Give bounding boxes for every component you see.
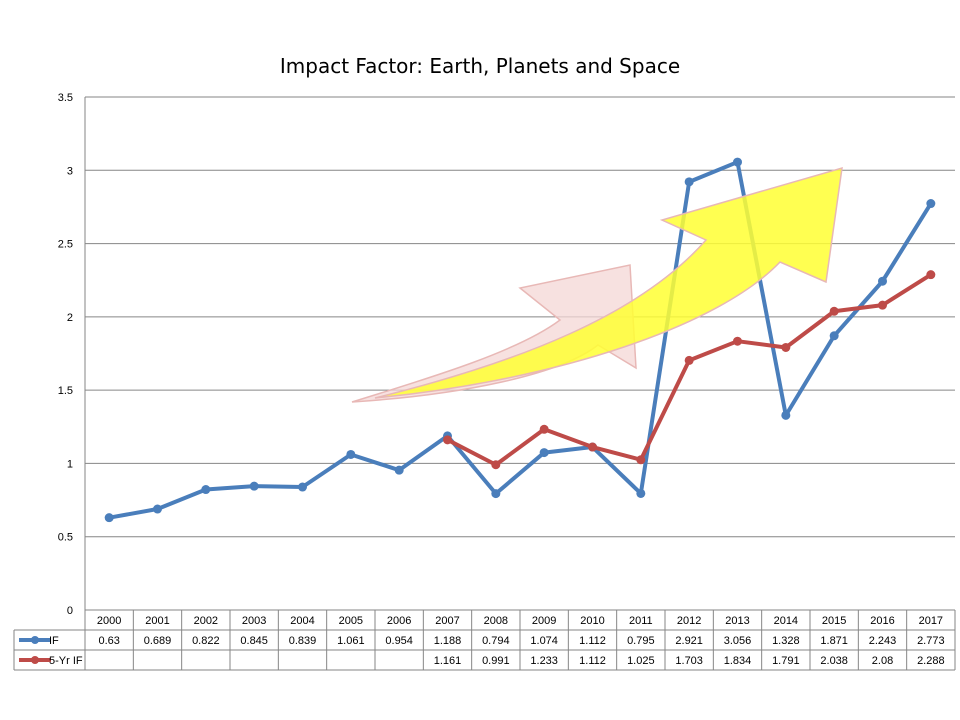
data-table-cell: 2.288 xyxy=(917,655,945,667)
data-point xyxy=(781,342,791,352)
decorative-arrows xyxy=(351,166,843,403)
data-table-cell: 1.791 xyxy=(772,655,800,667)
data-table-cell: 2.921 xyxy=(675,635,703,647)
data-table-cell: 0.954 xyxy=(385,635,413,647)
series-lines xyxy=(104,157,936,523)
data-table-cell: 0.689 xyxy=(144,635,172,647)
data-table-cell: 2.243 xyxy=(869,635,897,647)
data-point xyxy=(684,355,694,365)
data-table-cell: 0.63 xyxy=(98,635,119,647)
data-point xyxy=(443,435,452,445)
data-point xyxy=(636,488,646,498)
data-table-cell: 2.773 xyxy=(917,635,945,647)
data-point xyxy=(539,448,549,458)
legend-entry: 5-Yr IF xyxy=(49,655,83,667)
x-tick-label: 2006 xyxy=(387,615,411,627)
data-table-cell: 0.822 xyxy=(192,635,220,647)
x-tick-label: 2014 xyxy=(774,615,798,627)
y-tick-label: 1.5 xyxy=(58,385,73,397)
data-point xyxy=(298,482,307,492)
data-table-cell: 1.188 xyxy=(434,635,462,647)
x-tick-label: 2013 xyxy=(725,615,749,627)
x-tick-label: 2015 xyxy=(822,615,846,627)
data-point xyxy=(733,336,742,346)
x-tick-label: 2016 xyxy=(870,615,894,627)
data-table-cell: 1.074 xyxy=(530,635,558,647)
y-axis: 0 0.5 1 1.5 2 2.5 3 3.5 xyxy=(58,92,86,617)
data-point xyxy=(153,504,162,514)
chart-title: Impact Factor: Earth, Planets and Space xyxy=(279,54,681,78)
data-point xyxy=(394,465,404,475)
x-tick-label: 2012 xyxy=(677,615,701,627)
legend-entry: IF xyxy=(49,635,59,647)
data-point xyxy=(636,455,646,465)
data-table-cell: 2.038 xyxy=(820,655,848,667)
x-tick-label: 2005 xyxy=(339,615,363,627)
data-point xyxy=(346,449,356,459)
data-point xyxy=(491,460,501,470)
data-table: 2000 2001 2002 2003 2004 2005 2006 2007 2008 2009… xyxy=(13,609,956,671)
data-point xyxy=(781,410,791,420)
data-table-cell: 1.233 xyxy=(530,655,558,667)
data-table-cell: 1.161 xyxy=(434,655,462,667)
x-tick-label: 2010 xyxy=(580,615,604,627)
legend-swatch-marker xyxy=(31,656,39,664)
data-point xyxy=(829,331,839,341)
data-point xyxy=(829,306,839,316)
x-tick-label: 2002 xyxy=(194,615,218,627)
data-point xyxy=(588,442,597,452)
y-tick-label: 3.5 xyxy=(58,92,73,104)
x-tick-label: 2001 xyxy=(145,615,169,627)
x-tick-label: 2017 xyxy=(919,615,943,627)
x-tick-label: 2011 xyxy=(629,615,653,627)
data-point xyxy=(491,489,501,499)
data-point xyxy=(733,157,742,167)
y-tick-label: 2 xyxy=(67,312,73,324)
data-table-cell: 2.08 xyxy=(872,655,893,667)
data-table-cell: 0.839 xyxy=(289,635,317,647)
data-point xyxy=(249,481,259,491)
x-tick-label: 2007 xyxy=(435,615,459,627)
data-table-cell: 1.112 xyxy=(579,655,606,667)
legend-swatch-marker xyxy=(31,636,39,644)
y-tick-label: 0 xyxy=(67,605,73,617)
data-point xyxy=(926,270,936,280)
data-point xyxy=(539,424,549,434)
data-table-cell: 1.112 xyxy=(579,635,606,647)
series-line-0 xyxy=(108,160,933,520)
data-point xyxy=(684,177,694,187)
data-table-cell: 0.991 xyxy=(482,655,510,667)
x-tick-label: 2008 xyxy=(484,615,508,627)
data-table-cell: 1.871 xyxy=(820,635,848,647)
data-table-cell: 3.056 xyxy=(724,635,752,647)
yellow-arrow-shape xyxy=(374,166,843,399)
x-tick-label: 2009 xyxy=(532,615,556,627)
data-point xyxy=(104,513,114,523)
data-point xyxy=(878,300,887,310)
data-point xyxy=(878,276,887,286)
data-table-cell: 1.025 xyxy=(627,655,655,667)
x-tick-label: 2003 xyxy=(242,615,266,627)
data-table-cell: 0.795 xyxy=(627,635,655,647)
data-table-cell: 0.794 xyxy=(482,635,510,647)
data-point xyxy=(926,199,936,209)
data-table-cell: 1.703 xyxy=(675,655,703,667)
x-tick-label: 2000 xyxy=(97,615,121,627)
y-tick-label: 1 xyxy=(67,458,73,470)
data-table-cell: 0.845 xyxy=(240,635,268,647)
data-table-cell: 1.061 xyxy=(337,635,365,647)
data-table-cell: 1.328 xyxy=(772,635,800,647)
y-tick-label: 2.5 xyxy=(58,239,73,251)
data-point xyxy=(201,485,211,495)
y-tick-label: 3 xyxy=(67,165,73,177)
data-table-cell: 1.834 xyxy=(724,655,752,667)
x-tick-label: 2004 xyxy=(290,615,314,627)
y-tick-label: 0.5 xyxy=(58,532,73,544)
